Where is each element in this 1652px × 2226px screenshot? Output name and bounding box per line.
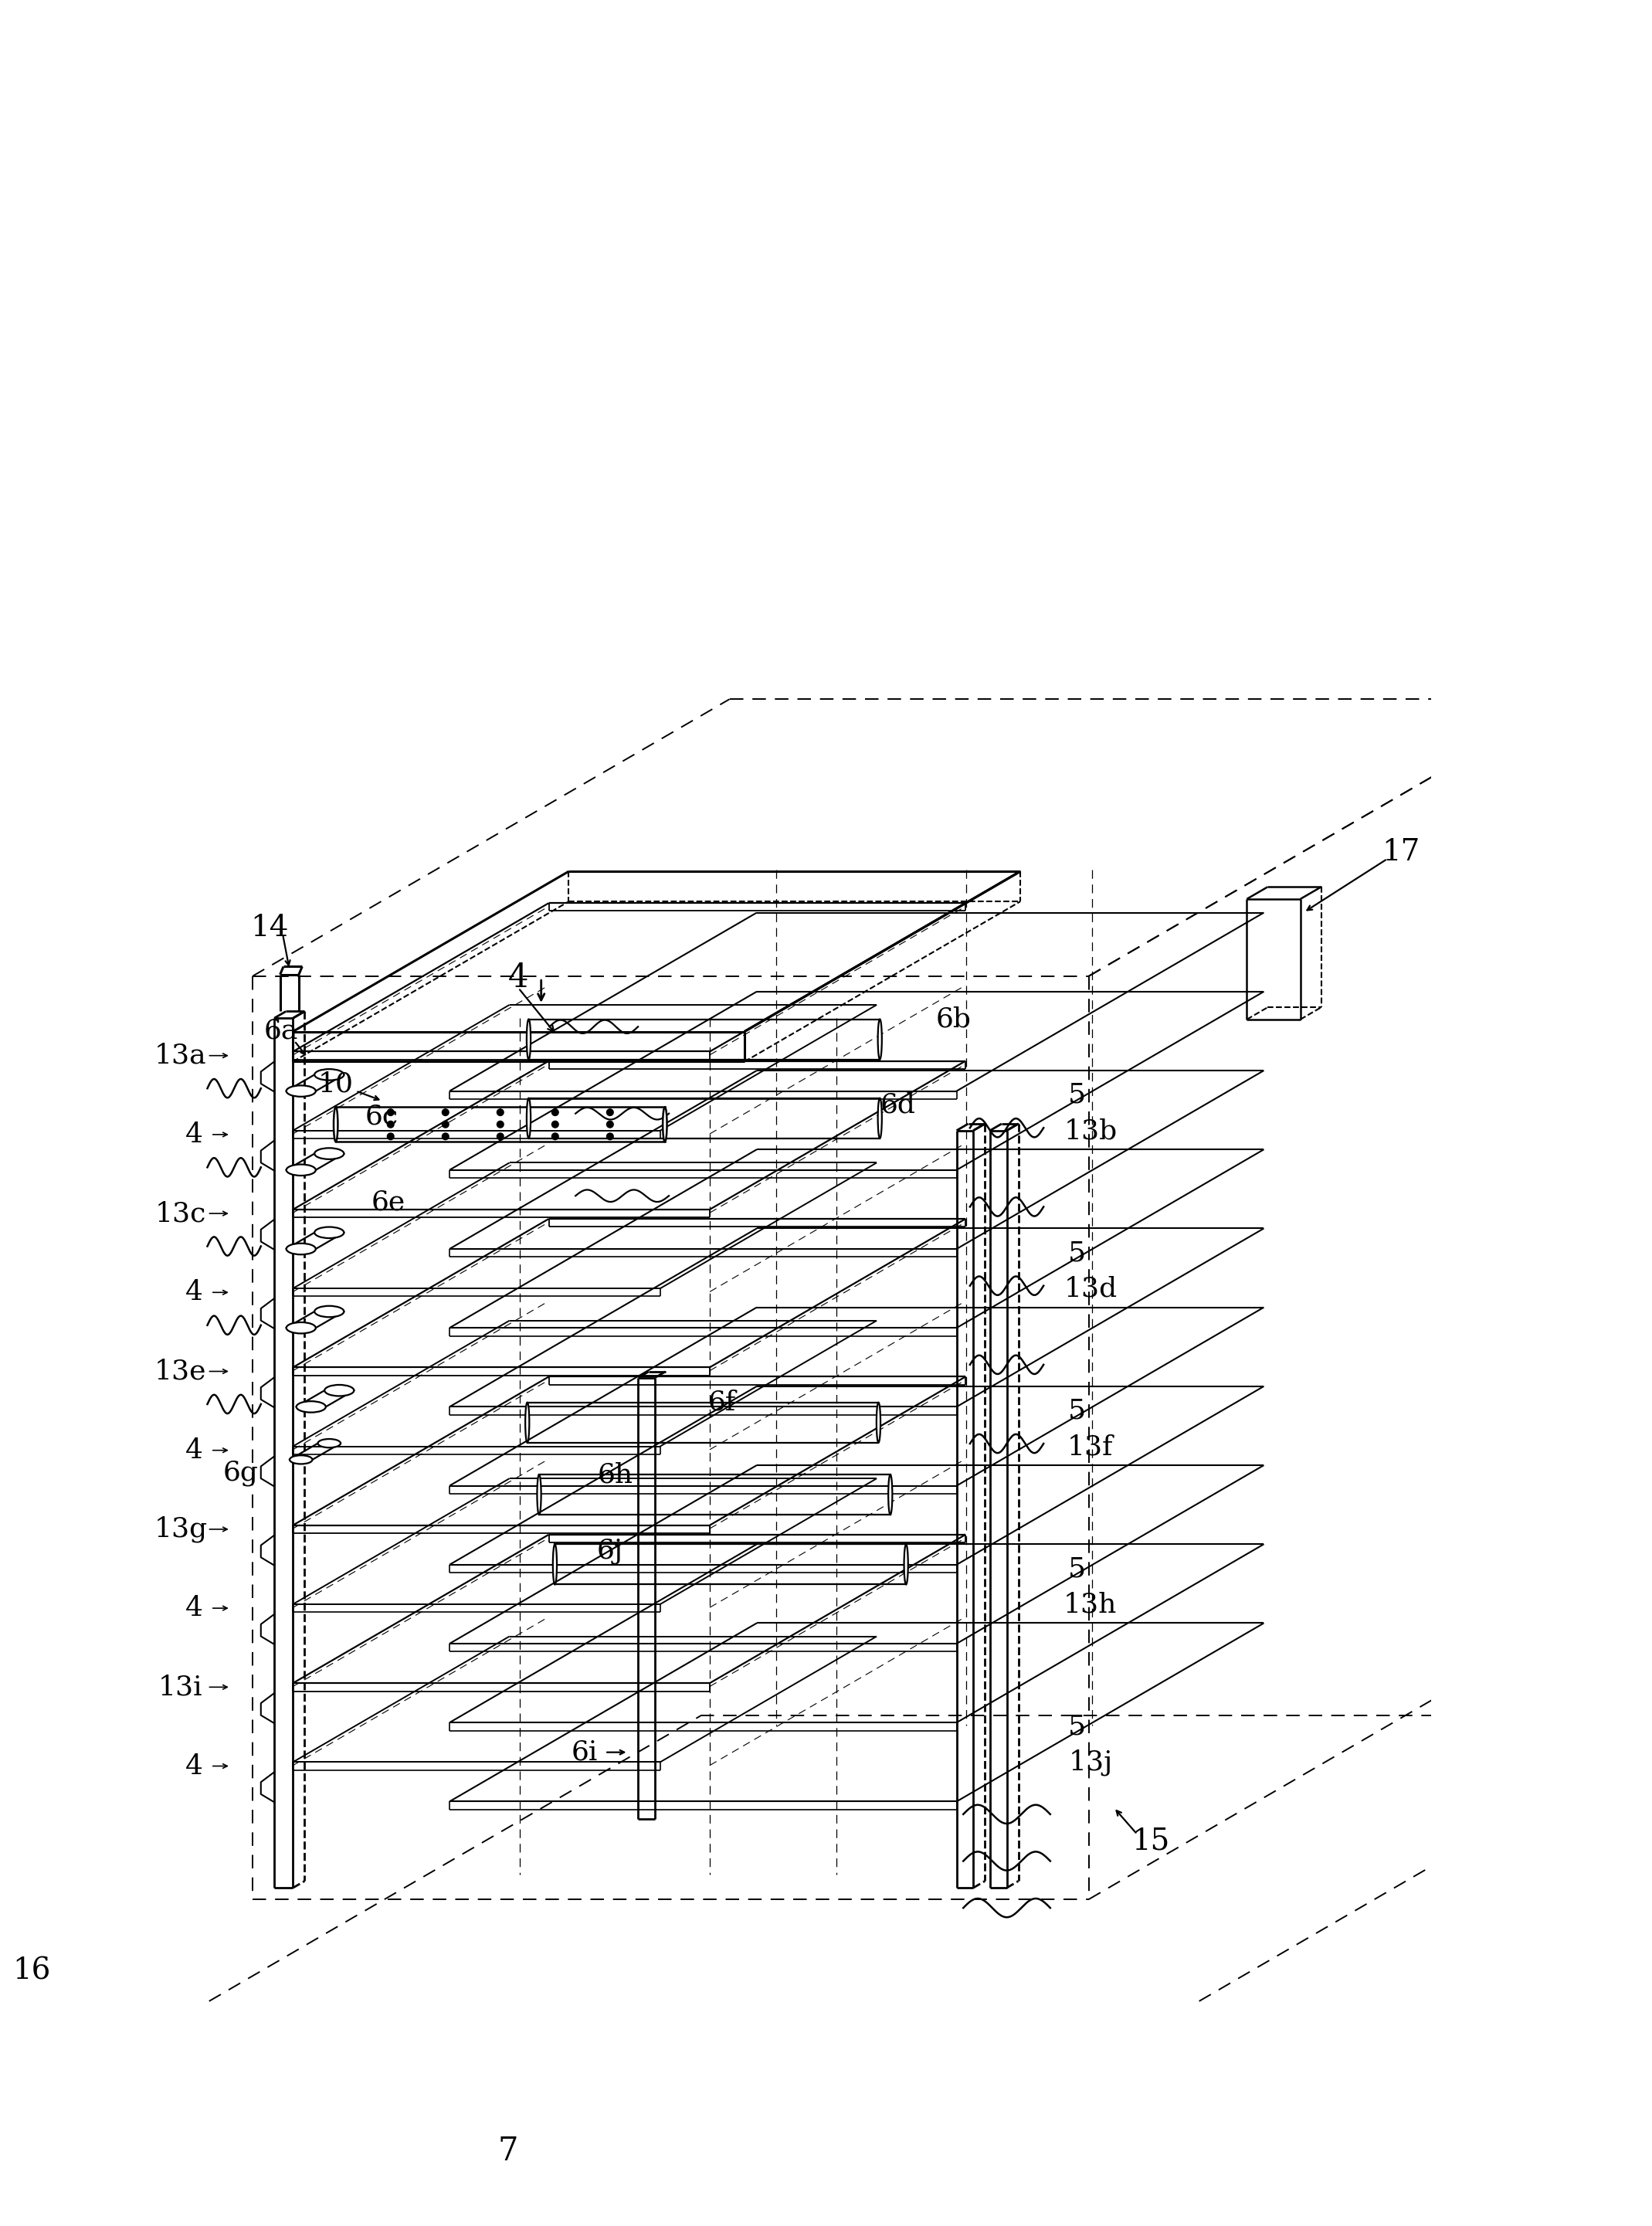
Text: 10: 10 bbox=[317, 1071, 354, 1097]
Text: 13i: 13i bbox=[159, 1674, 203, 1701]
Ellipse shape bbox=[314, 1149, 344, 1160]
Text: 4: 4 bbox=[185, 1596, 203, 1621]
Ellipse shape bbox=[286, 1164, 316, 1175]
Ellipse shape bbox=[904, 1545, 909, 1585]
Circle shape bbox=[552, 1133, 558, 1140]
Text: 13b: 13b bbox=[1064, 1117, 1117, 1144]
Circle shape bbox=[443, 1133, 449, 1140]
Circle shape bbox=[497, 1133, 504, 1140]
Text: 6c: 6c bbox=[365, 1104, 398, 1129]
Text: 13e: 13e bbox=[155, 1358, 206, 1385]
Ellipse shape bbox=[889, 1474, 892, 1514]
Text: 4: 4 bbox=[185, 1280, 203, 1307]
Text: 5: 5 bbox=[1069, 1398, 1085, 1425]
Text: 5: 5 bbox=[1069, 1082, 1085, 1109]
Ellipse shape bbox=[334, 1106, 337, 1142]
Text: 7: 7 bbox=[497, 2135, 519, 2168]
Text: 4: 4 bbox=[185, 1752, 203, 1779]
Text: 5: 5 bbox=[1069, 1714, 1085, 1741]
Ellipse shape bbox=[286, 1322, 316, 1333]
Text: 13c: 13c bbox=[155, 1200, 206, 1227]
Circle shape bbox=[387, 1122, 393, 1129]
Ellipse shape bbox=[289, 1456, 312, 1465]
Circle shape bbox=[552, 1109, 558, 1115]
Text: 14: 14 bbox=[249, 913, 289, 942]
Ellipse shape bbox=[662, 1106, 667, 1142]
Text: 5: 5 bbox=[1069, 1556, 1085, 1583]
Text: 6j: 6j bbox=[596, 1538, 623, 1565]
Ellipse shape bbox=[525, 1402, 529, 1442]
Text: 6i: 6i bbox=[572, 1739, 598, 1765]
Text: 4: 4 bbox=[509, 962, 529, 995]
Ellipse shape bbox=[553, 1545, 557, 1585]
Ellipse shape bbox=[877, 1097, 882, 1137]
Circle shape bbox=[497, 1109, 504, 1115]
Text: 6b: 6b bbox=[935, 1006, 971, 1033]
Text: 16: 16 bbox=[12, 1957, 51, 1986]
Text: 6h: 6h bbox=[598, 1462, 633, 1487]
Text: 17: 17 bbox=[1381, 837, 1419, 866]
Circle shape bbox=[497, 1122, 504, 1129]
Ellipse shape bbox=[314, 1068, 344, 1080]
Text: 6d: 6d bbox=[881, 1091, 915, 1117]
Ellipse shape bbox=[317, 1438, 340, 1447]
Text: 4: 4 bbox=[185, 1438, 203, 1462]
Circle shape bbox=[606, 1133, 613, 1140]
Circle shape bbox=[387, 1109, 393, 1115]
Ellipse shape bbox=[296, 1400, 325, 1414]
Ellipse shape bbox=[877, 1020, 882, 1060]
Text: 13h: 13h bbox=[1064, 1592, 1117, 1618]
Ellipse shape bbox=[324, 1385, 354, 1396]
Circle shape bbox=[443, 1122, 449, 1129]
Circle shape bbox=[606, 1109, 613, 1115]
Circle shape bbox=[552, 1122, 558, 1129]
Ellipse shape bbox=[314, 1307, 344, 1318]
Ellipse shape bbox=[527, 1020, 530, 1060]
Ellipse shape bbox=[877, 1402, 881, 1442]
Text: 5: 5 bbox=[1069, 1240, 1085, 1267]
Circle shape bbox=[443, 1109, 449, 1115]
Text: 13f: 13f bbox=[1067, 1434, 1113, 1460]
Text: 6f: 6f bbox=[709, 1389, 737, 1416]
Text: 6e: 6e bbox=[372, 1189, 405, 1215]
Ellipse shape bbox=[537, 1474, 542, 1514]
Circle shape bbox=[387, 1133, 393, 1140]
Ellipse shape bbox=[286, 1244, 316, 1255]
Ellipse shape bbox=[314, 1227, 344, 1238]
Text: 13j: 13j bbox=[1069, 1750, 1112, 1776]
Text: 13a: 13a bbox=[155, 1042, 206, 1068]
Text: 13g: 13g bbox=[154, 1516, 206, 1543]
Text: 13d: 13d bbox=[1064, 1275, 1117, 1302]
Ellipse shape bbox=[286, 1086, 316, 1097]
Text: 4: 4 bbox=[185, 1122, 203, 1149]
Ellipse shape bbox=[527, 1097, 530, 1137]
Text: 6a: 6a bbox=[264, 1017, 297, 1044]
Text: 6g: 6g bbox=[223, 1460, 258, 1487]
Circle shape bbox=[606, 1122, 613, 1129]
Text: 15: 15 bbox=[1132, 1828, 1170, 1854]
